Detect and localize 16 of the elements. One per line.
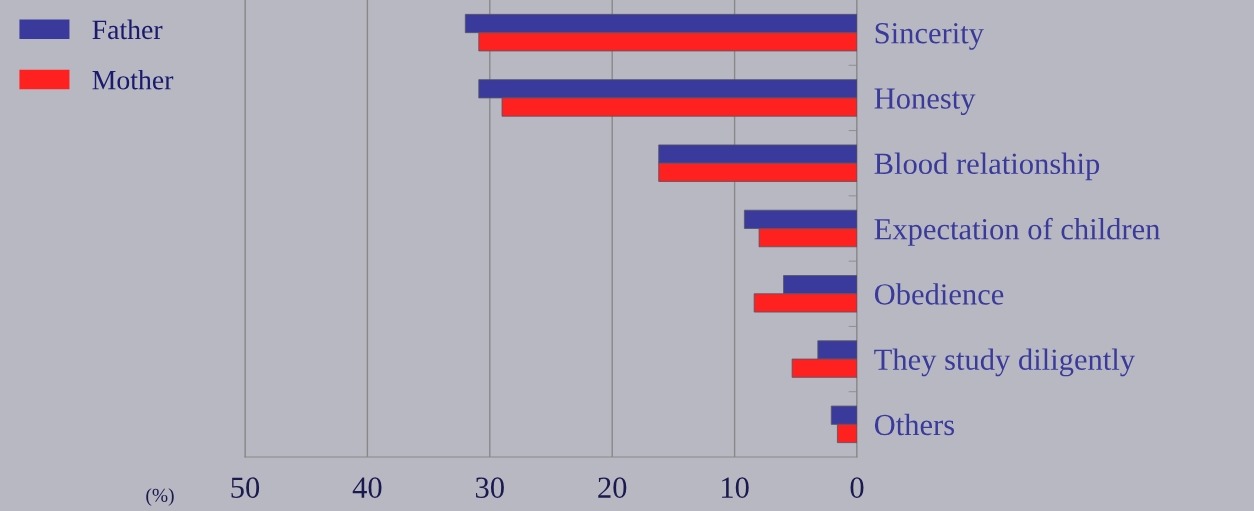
x-tick-label: 50 [231,477,260,498]
x-tick-label: 30 [475,477,504,498]
y-tick-label: They study diligently [874,348,1135,377]
legend-label: Father [92,19,163,40]
y-tick-label: Sincerity [875,22,984,50]
x-tick-label: 40 [352,477,382,498]
y-tick-label: Expectation of children [874,217,1160,246]
text: (%) [146,488,174,506]
x-tick-label: 20 [598,477,627,498]
x-tick-label: 10 [722,477,749,498]
y-tick-label: Blood relationship [874,152,1100,181]
y-tick-label: Honesty [874,88,976,116]
x-tick-label: 0 [850,477,864,498]
legend-label: Mother [92,69,174,90]
y-tick-label: Others [874,413,955,436]
y-tick-label: Obedience [874,283,1004,305]
